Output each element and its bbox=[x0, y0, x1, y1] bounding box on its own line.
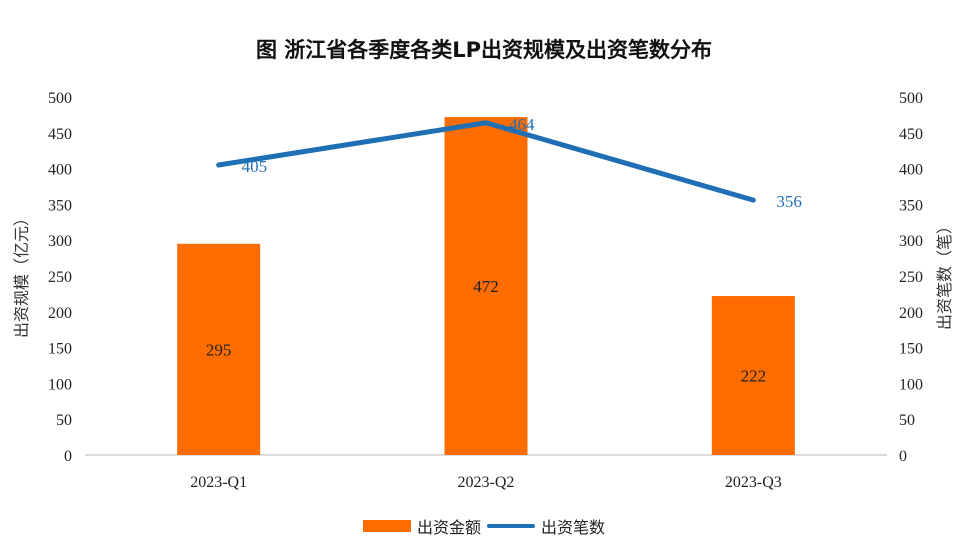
y-tick-label: 0 bbox=[64, 448, 72, 465]
line-data-label: 464 bbox=[509, 115, 535, 134]
y2-tick-label: 350 bbox=[899, 197, 923, 214]
y-tick-label: 350 bbox=[48, 197, 72, 214]
y-tick-label: 400 bbox=[48, 162, 72, 179]
line-data-label: 405 bbox=[242, 157, 268, 176]
y2-tick-label: 450 bbox=[899, 126, 923, 143]
legend-swatch-bar bbox=[362, 520, 411, 532]
y-tick-label: 150 bbox=[48, 341, 72, 358]
bar-data-label: 295 bbox=[206, 340, 232, 359]
y-tick-label: 250 bbox=[48, 269, 72, 286]
x-tick-label: 2023-Q3 bbox=[725, 474, 782, 491]
legend-swatch-line bbox=[487, 524, 535, 528]
y-tick-label: 300 bbox=[48, 233, 72, 250]
y2-tick-label: 150 bbox=[899, 341, 923, 358]
legend-item-count[interactable]: 出资笔数 bbox=[487, 514, 605, 538]
bar bbox=[177, 243, 261, 455]
bar-data-label: 222 bbox=[741, 367, 767, 386]
legend: 出资金额 出资笔数 bbox=[0, 514, 968, 538]
y2-tick-label: 500 bbox=[899, 90, 923, 107]
line-data-label: 356 bbox=[776, 192, 802, 211]
y-tick-label: 100 bbox=[48, 376, 72, 393]
y2-tick-label: 100 bbox=[899, 376, 923, 393]
chart-title: 图 浙江省各季度各类LP出资规模及出资笔数分布 bbox=[255, 38, 713, 62]
legend-item-amount[interactable]: 出资金额 bbox=[362, 514, 481, 538]
y2-tick-label: 50 bbox=[899, 412, 915, 429]
y2-axis-title: 出资笔数（笔） bbox=[935, 218, 954, 330]
y-tick-label: 50 bbox=[56, 412, 72, 429]
y2-tick-label: 400 bbox=[899, 162, 923, 179]
y-tick-label: 200 bbox=[48, 305, 72, 322]
legend-label-count: 出资笔数 bbox=[541, 518, 606, 537]
bar bbox=[711, 296, 795, 455]
y2-tick-label: 300 bbox=[899, 233, 923, 250]
y-axis-title: 出资规模（亿元） bbox=[12, 210, 31, 338]
y-tick-label: 500 bbox=[48, 90, 72, 107]
bar bbox=[444, 117, 528, 455]
y-tick-label: 450 bbox=[48, 126, 72, 143]
y2-tick-label: 250 bbox=[899, 269, 923, 286]
y2-tick-label: 0 bbox=[899, 448, 907, 465]
x-tick-label: 2023-Q1 bbox=[190, 474, 247, 491]
bar-data-label: 472 bbox=[473, 277, 499, 296]
legend-label-amount: 出资金额 bbox=[416, 518, 481, 537]
y2-tick-label: 200 bbox=[899, 305, 923, 322]
x-tick-label: 2023-Q2 bbox=[458, 474, 515, 491]
